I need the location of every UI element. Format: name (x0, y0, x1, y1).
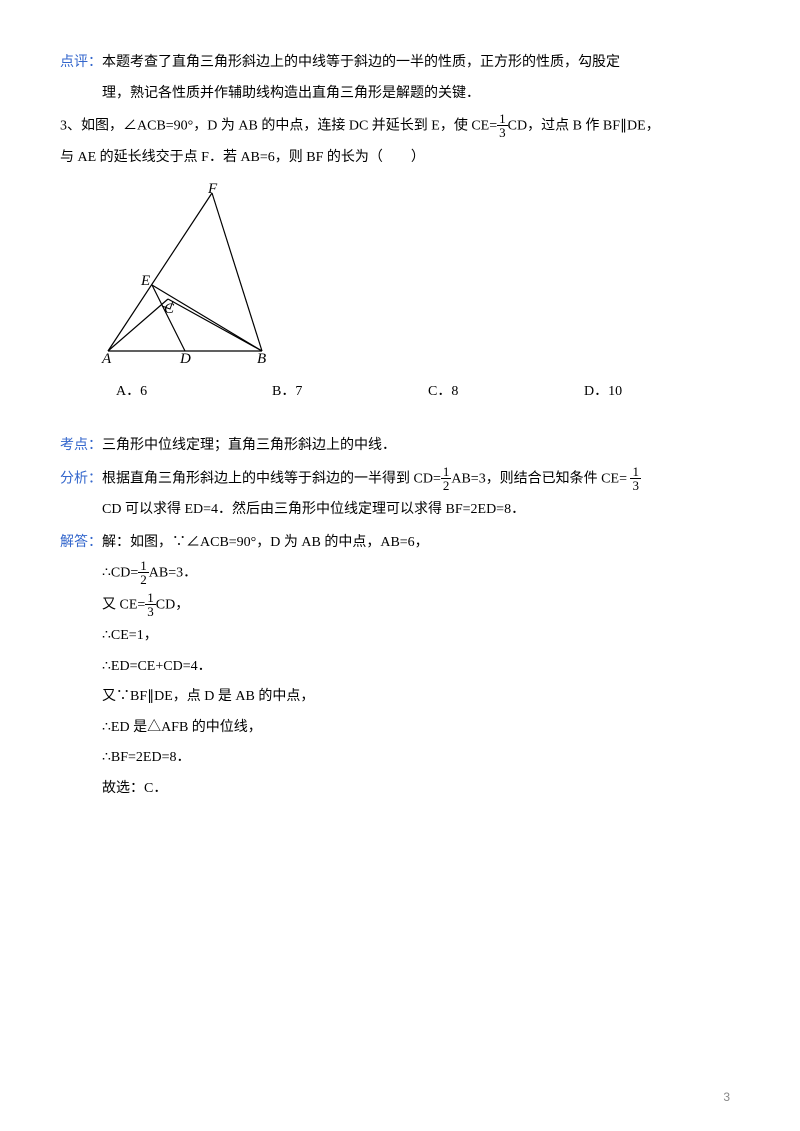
solution-line1: 解答：解：如图，∵∠ACB=90°，D 为 AB 的中点，AB=6， (60, 530, 740, 557)
option-a: A．6 (116, 379, 272, 406)
analysis-p1b: AB=3，则结合已知条件 CE= (451, 472, 627, 487)
analysis-label: 分析： (60, 472, 102, 487)
solution-s3: 又 CE=13CD， (60, 592, 740, 619)
problem-num: 3、 (60, 119, 81, 134)
problem-line1: 3、如图，∠ACB=90°，D 为 AB 的中点，连接 DC 并延长到 E，使 … (60, 113, 740, 140)
solution-s2: ∴CD=12AB=3． (60, 560, 740, 587)
svg-text:E: E (140, 273, 150, 289)
fraction-icon: 13 (145, 591, 156, 618)
fraction-icon: 12 (441, 465, 452, 492)
solution-s4: ∴CE=1， (60, 623, 740, 650)
option-d: D．10 (584, 379, 740, 406)
svg-text:D: D (179, 351, 191, 364)
page-number: 3 (723, 1086, 730, 1109)
solution-s9: 故选：C． (60, 776, 740, 803)
options-row: A．6 B．7 C．8 D．10 (60, 379, 740, 406)
problem-line2: 与 AE 的延长线交于点 F．若 AB=6，则 BF 的长为（ ） (60, 145, 740, 172)
solution-s5: ∴ED=CE+CD=4． (60, 654, 740, 681)
solution-s8: ∴BF=2ED=8． (60, 745, 740, 772)
svg-text:B: B (257, 351, 266, 364)
problem-p1a: 如图，∠ACB=90°，D 为 AB 的中点，连接 DC 并延长到 E，使 CE… (81, 119, 497, 134)
analysis-line1: 分析：根据直角三角形斜边上的中线等于斜边的一半得到 CD=12AB=3，则结合已… (60, 466, 740, 493)
solution-label: 解答： (60, 535, 102, 550)
analysis-line2: CD 可以求得 ED=4．然后由三角形中位线定理可以求得 BF=2ED=8． (60, 497, 740, 524)
option-b: B．7 (272, 379, 428, 406)
solution-s7: ∴ED 是△AFB 的中位线， (60, 715, 740, 742)
comment-block: 点评：本题考查了直角三角形斜边上的中线等于斜边的一半的性质，正方形的性质，勾股定 (60, 50, 740, 77)
comment-text-1: 本题考查了直角三角形斜边上的中线等于斜边的一半的性质，正方形的性质，勾股定 (102, 55, 620, 70)
solution-s6: 又∵BF∥DE，点 D 是 AB 的中点， (60, 684, 740, 711)
analysis-p1a: 根据直角三角形斜边上的中线等于斜边的一半得到 CD= (102, 472, 441, 487)
svg-text:C: C (164, 301, 175, 317)
option-c: C．8 (428, 379, 584, 406)
topic-text: 三角形中位线定理；直角三角形斜边上的中线． (102, 438, 396, 453)
svg-text:A: A (101, 351, 112, 364)
triangle-figure: A D B C E F (100, 181, 740, 375)
svg-text:F: F (207, 181, 218, 197)
solution-s1: 解：如图，∵∠ACB=90°，D 为 AB 的中点，AB=6， (102, 535, 429, 550)
topic-block: 考点：三角形中位线定理；直角三角形斜边上的中线． (60, 433, 740, 460)
comment-label: 点评： (60, 55, 102, 70)
fraction-icon: 13 (630, 465, 641, 492)
fraction-icon: 12 (138, 559, 149, 586)
problem-p1b: CD，过点 B 作 BF∥DE， (508, 119, 660, 134)
comment-line2: 理，熟记各性质并作辅助线构造出直角三角形是解题的关键． (60, 81, 740, 108)
fraction-icon: 13 (497, 112, 508, 139)
topic-label: 考点： (60, 438, 102, 453)
